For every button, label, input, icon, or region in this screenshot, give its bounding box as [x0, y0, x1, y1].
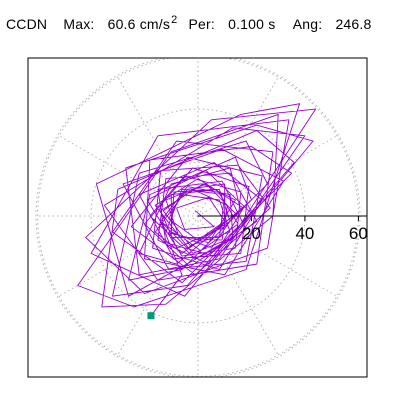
max-unit-exponent: 2 [171, 14, 178, 26]
radial-tick-label-60: 60 [349, 224, 368, 243]
trace-end-marker [147, 312, 155, 320]
plot-header: CCDN Max: 60.6 cm/s2 Per: 0.100 s Ang: 2… [6, 14, 372, 32]
trace-layer [77, 103, 317, 320]
period-value: 0.100 s [228, 16, 276, 32]
radial-axis: 20 40 60 [198, 215, 368, 243]
motion-trace-0 [77, 103, 317, 316]
grid-spoke-30 [197, 134, 339, 217]
angle-label: Ang: [292, 16, 323, 32]
period-label: Per: [188, 16, 215, 32]
radial-tick-label-40: 40 [295, 224, 314, 243]
radial-tick-label-20: 20 [242, 224, 261, 243]
plot-frame [27, 57, 368, 378]
angle-value: 246.8 [335, 16, 372, 32]
max-value: 60.6 cm/s [107, 16, 171, 32]
station-code: CCDN [6, 16, 48, 32]
max-label: Max: [63, 16, 95, 32]
